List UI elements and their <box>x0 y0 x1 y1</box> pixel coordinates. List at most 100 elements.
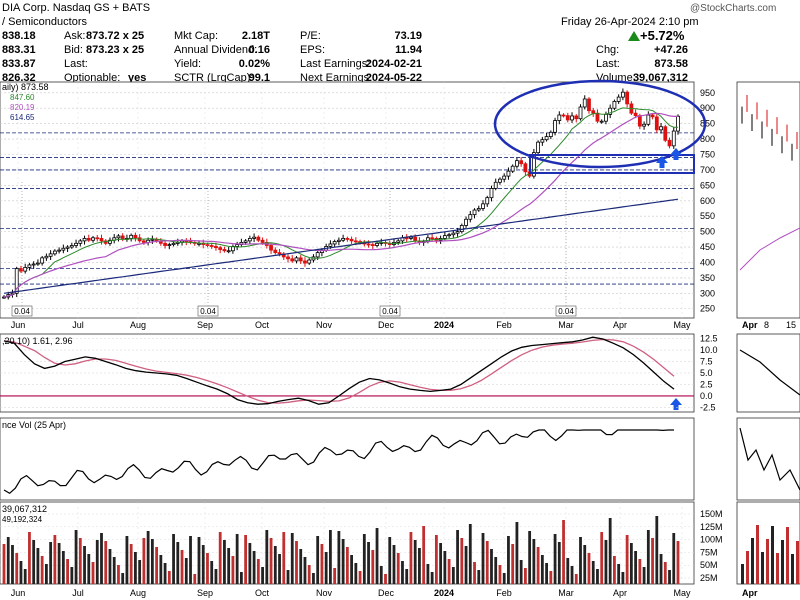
candle-body <box>116 235 121 239</box>
info-l3-0: Mkt Cap: <box>174 30 219 42</box>
volume-bar <box>282 532 286 584</box>
volume-bar <box>604 540 608 584</box>
volume-bar <box>511 544 515 584</box>
volume-bar <box>490 549 493 584</box>
info-v2-3: yes <box>128 72 147 84</box>
volume-bar <box>28 532 31 584</box>
price-tick-label: 900 <box>700 103 715 113</box>
volume-bar <box>184 558 188 584</box>
volume-bar <box>87 554 91 584</box>
candle-body <box>167 244 172 246</box>
volume-bar <box>163 563 167 584</box>
candle-body <box>303 260 307 264</box>
volume-bar <box>290 533 294 584</box>
volume-bar <box>167 571 171 584</box>
inset-x-label: 8 <box>764 320 769 330</box>
candle-body <box>74 242 78 246</box>
candle-body <box>226 250 231 253</box>
candle-body <box>205 244 210 246</box>
x-tick-label: Jun <box>11 320 26 330</box>
candle-body <box>442 235 447 239</box>
candle-body <box>582 98 587 108</box>
info-v3-0: 2.18T <box>241 30 270 42</box>
candle-body <box>620 91 625 98</box>
inset-volume-label: Apr <box>742 588 758 598</box>
volume-bar <box>663 562 667 584</box>
volume-bar <box>456 530 459 584</box>
candle-body <box>133 234 138 239</box>
x-tick-label: Nov <box>316 320 333 330</box>
inset-volume-bar <box>781 540 784 584</box>
volume-bar <box>197 537 201 584</box>
macd-signal-line <box>3 338 675 404</box>
inset-volume-bar <box>766 539 769 584</box>
candle-body <box>574 115 579 120</box>
candle-body <box>218 247 223 250</box>
candle-body <box>476 208 481 211</box>
candle-body <box>642 123 646 127</box>
volume-bar <box>6 537 10 584</box>
info-v1-0: 838.18 <box>2 30 36 42</box>
candle-body <box>464 218 468 226</box>
macd-tick-label: 2.5 <box>700 379 713 389</box>
volume-bar <box>95 540 99 584</box>
x-tick-label-bottom: Mar <box>558 588 574 598</box>
candle-body <box>510 165 515 172</box>
volume-bar <box>655 516 659 584</box>
price-tick-label: 350 <box>700 273 715 283</box>
candle-body <box>235 244 240 247</box>
volume-bar <box>540 555 544 584</box>
candle-body <box>396 240 401 243</box>
x-tick-label-bottom: Dec <box>378 588 395 598</box>
volume-bar <box>193 574 197 584</box>
x-tick-label: 2024 <box>434 320 454 330</box>
volume-bar <box>642 567 646 584</box>
price-panel-frame <box>0 81 695 319</box>
volume-bar <box>532 539 536 584</box>
candle-body <box>676 115 680 132</box>
volume-bar <box>358 571 362 584</box>
candle-body <box>659 126 663 131</box>
x-tick-label: Mar <box>558 320 574 330</box>
volume-bar <box>83 546 86 584</box>
volume-bar <box>239 572 243 584</box>
volume-bar <box>596 569 599 584</box>
candle-body <box>171 242 176 245</box>
x-tick-label-bottom: Nov <box>316 588 333 598</box>
macd-tick-label: 5.0 <box>700 368 713 378</box>
dividend-label: 0.04 <box>382 307 398 316</box>
volume-bar <box>333 568 337 584</box>
volume-bar <box>638 559 642 584</box>
info-v4-3: 2024-05-22 <box>365 72 422 84</box>
candle-body <box>273 249 278 253</box>
volume-bar <box>159 555 163 584</box>
info-v3-1: 0.16 <box>248 44 270 56</box>
volume-bar <box>100 533 103 584</box>
candle-body <box>290 258 295 262</box>
volume-tick-label: 100M <box>700 535 723 545</box>
volume-bar <box>447 559 451 584</box>
candle-body <box>536 141 541 154</box>
inset-volume-bar <box>771 526 774 584</box>
volume-bar <box>44 564 48 584</box>
volume-bar <box>515 522 519 584</box>
candle-body <box>498 178 502 183</box>
support-box <box>529 154 695 174</box>
info-v5-3: 39,067,312 <box>632 72 688 84</box>
volume-bar <box>210 561 214 584</box>
inset-relvol <box>739 427 800 491</box>
volume-bar <box>659 554 663 584</box>
volume-label-1: 39,067,312 <box>2 504 47 514</box>
candle-body <box>366 243 371 246</box>
inset-volume-bar <box>741 564 744 584</box>
volume-bar <box>434 535 438 584</box>
candle-body <box>23 267 28 272</box>
volume-bar <box>443 551 447 584</box>
inset-volume-bar <box>786 527 789 584</box>
info-l5-2: Last: <box>596 58 620 70</box>
candle-body <box>671 130 676 147</box>
relvol-label: nce Vol (25 Apr) <box>2 420 66 430</box>
info-v5-2: 873.58 <box>654 58 688 70</box>
up-arrow-2 <box>670 148 682 160</box>
volume-bar <box>401 561 404 584</box>
